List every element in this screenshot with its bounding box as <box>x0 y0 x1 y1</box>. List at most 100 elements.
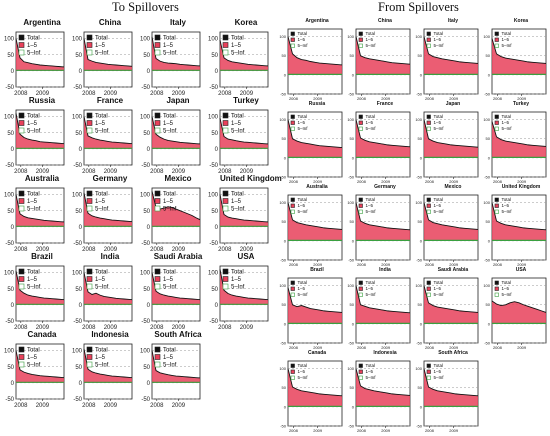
area-1-5 <box>288 368 342 407</box>
y-tick-label: -50 <box>348 174 355 179</box>
y-tick-label: 100 <box>140 193 151 199</box>
y-tick-label: 100 <box>4 37 15 43</box>
legend-swatch-5-inf <box>290 126 295 131</box>
panel-saudi-arabia: Saudi Arabia 100 50 0 -50 Total 1–5 5–Inf 2008 20… <box>136 252 204 330</box>
area-1-5 <box>356 368 410 407</box>
panel-argentina: Argentina 100 50 0 -50 Total 1–5 5–Inf 2008 2009 <box>0 18 68 96</box>
panel-title: South Africa <box>438 350 468 356</box>
panel-brazil: Brazil 100 50 0 -50 Total 1–5 5–Inf 2008 2009 <box>0 252 68 330</box>
y-tick-label: 0 <box>215 147 219 153</box>
panel-title: Russia <box>308 101 326 107</box>
x-tick-label: 2008 <box>82 325 96 330</box>
legend-swatch-5-inf <box>426 209 431 214</box>
legend-label-total: Total <box>27 36 40 42</box>
y-tick-label: 100 <box>483 117 490 122</box>
line-total <box>151 272 201 301</box>
line-total <box>491 300 547 313</box>
x-tick-label: 2009 <box>104 247 118 252</box>
legend-swatch-total <box>86 112 93 119</box>
line-total <box>287 202 343 230</box>
x-tick-label: 2009 <box>313 428 323 433</box>
y-tick-label: -50 <box>416 91 423 96</box>
y-tick-label: -50 <box>416 174 423 179</box>
panel-canada: Canada 100 50 0 -50 Total 1–5 5–Inf 2008 2009 <box>0 330 68 408</box>
legend-label-5-inf: 5–Inf <box>27 129 41 135</box>
x-tick-label: 2008 <box>357 262 367 267</box>
line-total <box>15 113 65 145</box>
panel-south-africa: South Africa 100 50 0 -50 Total 1–5 5–Inf 2008 20… <box>414 350 482 433</box>
legend-label-5-inf: 5–Inf <box>502 126 513 131</box>
legend-swatch-total <box>154 34 161 41</box>
legend-swatch-total <box>358 197 363 202</box>
y-tick-label: -50 <box>348 91 355 96</box>
x-tick-label: 2008 <box>82 247 96 252</box>
y-tick-label: 50 <box>143 365 150 371</box>
legend-label-1-5: 1–5 <box>27 355 38 361</box>
x-tick-label: 2008 <box>150 169 164 174</box>
x-tick-label: 2009 <box>449 96 459 101</box>
panel-korea: Korea 100 50 0 -50 Total 1–5 5–Inf 2008 2009 <box>482 18 550 101</box>
legend-label-total: Total <box>434 31 444 36</box>
from-spillovers-title: From Spillovers <box>378 0 459 14</box>
y-tick-label: 0 <box>352 238 355 243</box>
legend-label-total: Total <box>298 363 308 368</box>
x-tick-label: 2008 <box>493 96 503 101</box>
y-tick-label: 50 <box>143 53 150 59</box>
legend-label-5-inf: 5–Inf <box>27 207 41 213</box>
area-1-5 <box>356 36 410 75</box>
legend-swatch-5-inf <box>18 283 25 290</box>
legend-label-5-inf: 5–Inf <box>434 126 445 131</box>
legend-label-5-inf: 5–Inf <box>366 209 377 214</box>
legend-swatch-total <box>494 197 499 202</box>
y-tick-label: -50 <box>141 241 150 247</box>
x-tick-label: 2008 <box>218 247 232 252</box>
y-tick-label: -50 <box>416 423 423 428</box>
legend-label-1-5: 1–5 <box>27 121 38 127</box>
panel-title: Argentina <box>305 18 329 24</box>
x-tick-label: 2009 <box>172 91 186 96</box>
legend-label-1-5: 1–5 <box>163 277 174 283</box>
line-total <box>287 36 343 66</box>
y-tick-label: 50 <box>211 287 218 293</box>
y-tick-label: 50 <box>350 385 355 390</box>
x-tick-label: 2008 <box>425 96 435 101</box>
y-tick-label: 100 <box>415 200 422 205</box>
legend-label-total: Total <box>27 270 40 276</box>
legend-swatch-total <box>290 280 295 285</box>
y-tick-label: 50 <box>350 53 355 58</box>
panel-france: France 100 50 0 -50 Total 1–5 5–Inf 2008 2009 <box>346 101 414 184</box>
y-tick-label: -50 <box>209 241 218 247</box>
y-tick-label: 100 <box>347 283 354 288</box>
y-tick-label: 100 <box>208 193 219 199</box>
legend-label-5-inf: 5–Inf <box>298 292 309 297</box>
panel-title: Argentina <box>23 18 61 27</box>
y-tick-label: -50 <box>348 257 355 262</box>
y-tick-label: 50 <box>350 136 355 141</box>
area-1-5 <box>288 287 342 324</box>
legend-label-total: Total <box>434 114 444 119</box>
legend-swatch-total <box>222 34 229 41</box>
y-tick-label: -50 <box>73 397 82 403</box>
legend-swatch-total <box>358 280 363 285</box>
x-tick-label: 2008 <box>150 91 164 96</box>
panel-indonesia: Indonesia 100 50 0 -50 Total 1–5 5–Inf 2008 2009 <box>68 330 136 408</box>
legend-label-1-5: 1–5 <box>434 369 442 374</box>
panel-title: Brazil <box>310 267 324 273</box>
legend-swatch-total <box>426 280 431 285</box>
y-tick-label: 0 <box>488 321 491 326</box>
line-total <box>287 119 343 149</box>
y-tick-label: 50 <box>486 53 491 58</box>
y-tick-label: 0 <box>79 147 83 153</box>
line-total <box>219 117 269 145</box>
y-tick-label: 100 <box>279 283 286 288</box>
legend-swatch-total <box>290 114 295 119</box>
legend-swatch-1-5 <box>18 276 25 282</box>
y-tick-label: -50 <box>280 174 287 179</box>
y-tick-label: 100 <box>4 115 15 121</box>
